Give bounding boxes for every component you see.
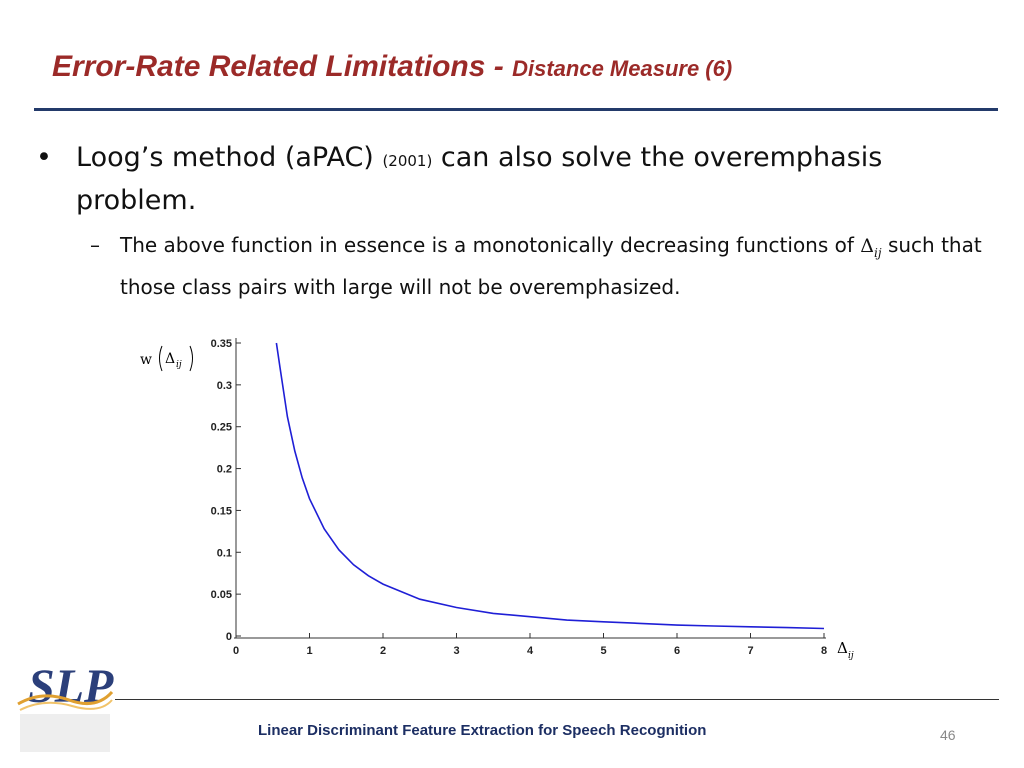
subbullet-text-post: such that those class pairs with large w… — [120, 233, 982, 299]
bullet-year: (2001) — [382, 152, 433, 170]
subbullet-marker: – — [90, 233, 100, 257]
subbullet-text: The above function in essence is a monot… — [120, 228, 1000, 304]
page-number: 46 — [940, 727, 956, 743]
x-tick-label: 5 — [600, 645, 606, 657]
y-label-subscript: ij — [176, 360, 182, 370]
chart-series — [275, 342, 825, 630]
x-axis-label-subscript: ij — [848, 651, 854, 661]
x-tick-label: 4 — [527, 645, 534, 657]
delta-subscript: ij — [874, 245, 882, 260]
y-label-delta: Δ — [165, 351, 175, 367]
bullet-marker: • — [36, 142, 52, 173]
y-tick-label: 0.15 — [211, 505, 232, 517]
y-tick-label: 0.25 — [211, 422, 232, 434]
logo-swoosh-2 — [19, 699, 113, 711]
x-tick-label: 8 — [821, 645, 827, 657]
y-axis-label-w: w — [140, 352, 152, 368]
y-tick-label: 0.35 — [211, 338, 232, 350]
logo-swoosh — [17, 690, 114, 706]
slide-title: Error-Rate Related Limitations - Distanc… — [52, 50, 732, 84]
delta-symbol: Δ — [860, 235, 875, 257]
footer-title: Linear Discriminant Feature Extraction f… — [258, 722, 707, 739]
y-label-left-paren — [159, 345, 163, 372]
x-tick-label: 1 — [306, 645, 312, 657]
title-divider — [34, 108, 998, 111]
x-tick-label: 7 — [747, 645, 753, 657]
y-tick-label: 0.05 — [211, 589, 232, 601]
bullet-text: Loog’s method (aPAC) (2001) can also sol… — [76, 138, 936, 220]
delta-ij-symbol: Δij — [860, 235, 882, 260]
slp-logo: SLP — [17, 660, 114, 752]
subbullet-text-pre: The above function in essence is a monot… — [120, 233, 854, 257]
y-axis-label: w Δ ij — [140, 345, 193, 372]
chart-axes: 0 0.05 0.1 0.15 0.2 0.25 0.3 0.35 0 1 2 3 4 5 6 7 8 — [211, 338, 827, 657]
y-tick-label: 0.1 — [217, 547, 232, 559]
y-tick-label: 0.2 — [217, 464, 232, 476]
footer-divider — [115, 699, 999, 700]
x-axis-label: Δ ij — [837, 639, 854, 661]
weight-function-chart: w Δ ij 0 0.05 0.1 0.15 0.2 0.25 0.3 0.35 0 1 2 3 4 5 6… — [140, 338, 854, 661]
x-tick-label: 3 — [453, 645, 459, 657]
title-sub: Distance Measure (6) — [512, 56, 733, 81]
x-tick-label: 6 — [674, 645, 680, 657]
title-main: Error-Rate Related Limitations - — [52, 50, 504, 83]
x-tick-label: 2 — [380, 645, 386, 657]
bullet-text-pre: Loog’s method (aPAC) — [76, 142, 374, 173]
x-tick-label: 0 — [233, 645, 239, 657]
logo-reflection — [20, 714, 110, 752]
x-axis-label-delta: Δ — [837, 639, 848, 657]
series-line — [275, 342, 825, 630]
bullet-text-post: can also solve the overemphasis problem. — [76, 142, 883, 216]
y-tick-label: 0.3 — [217, 380, 232, 392]
y-tick-label: 0 — [226, 631, 232, 643]
y-label-right-paren — [189, 345, 193, 372]
